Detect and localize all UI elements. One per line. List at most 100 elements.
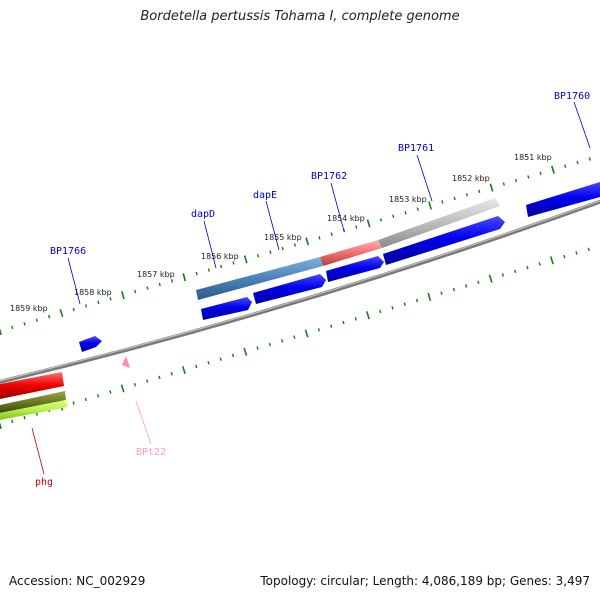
scale-tick <box>427 292 432 302</box>
scale-tick <box>231 353 235 358</box>
scale-tick <box>514 178 518 183</box>
genome-summary-label: Topology: circular; Length: 4,086,189 bp… <box>260 574 590 588</box>
scale-tick <box>527 175 530 179</box>
scale-tick <box>146 286 149 290</box>
scale-tick <box>488 274 493 283</box>
scale-tick <box>576 160 579 165</box>
scale-tick <box>11 419 14 424</box>
scale-tick <box>281 246 284 251</box>
scale-tick <box>550 256 554 265</box>
scale-tick <box>501 273 505 277</box>
scale-tick <box>587 247 590 252</box>
scale-tick <box>84 304 88 308</box>
cds-arrow-4 <box>383 216 505 265</box>
scale-tick <box>366 219 371 228</box>
scale-tick <box>97 300 100 305</box>
scale-tick <box>452 287 455 292</box>
scale-tick <box>35 318 38 322</box>
gene-labels: BP1766 dapD dapE BP1762 BP1761 BP1760 BP… <box>31 91 591 488</box>
scale-tick <box>330 324 333 328</box>
scale-tick <box>48 314 51 319</box>
feature-olive <box>0 391 66 413</box>
scale-tick <box>220 264 223 269</box>
scale-tick <box>379 309 382 314</box>
scale-tick <box>464 284 468 288</box>
scale-tick <box>465 193 469 197</box>
cds-arrow-1 <box>201 297 252 320</box>
feature-dap-orf <box>196 257 323 300</box>
scale-tick <box>146 379 149 383</box>
scale-tick <box>293 243 297 247</box>
scale-tick <box>428 201 432 210</box>
scale-tick <box>354 317 357 321</box>
scale-tick <box>170 279 174 283</box>
scale-label: 1859 kbp <box>10 304 48 313</box>
scale-tick <box>317 328 321 332</box>
gene-label-bp1766[interactable]: BP1766 <box>50 246 86 257</box>
scale-tick <box>404 211 407 215</box>
scale-tick <box>440 291 443 295</box>
scale-tick <box>293 335 296 339</box>
scale-tick <box>526 265 529 270</box>
scale-tick <box>538 262 541 266</box>
scale-tick <box>304 329 309 338</box>
scale-tick <box>477 280 480 285</box>
gene-label-phg[interactable]: phg <box>35 477 53 488</box>
scale-tick <box>158 375 161 380</box>
inner-scale-ticks <box>0 247 590 430</box>
scale-tick <box>23 322 26 326</box>
scale-tick <box>256 346 259 350</box>
gene-label-bp1761[interactable]: BP1761 <box>398 143 434 154</box>
scale-label: 1858 kbp <box>74 288 112 297</box>
scale-label: 1855 kbp <box>264 233 302 242</box>
scale-tick <box>121 291 125 300</box>
scale-tick <box>355 225 358 229</box>
gene-label-bp1760[interactable]: BP1760 <box>554 91 590 102</box>
scale-tick <box>23 415 26 420</box>
scale-tick <box>391 306 394 310</box>
scale-tick <box>72 401 75 405</box>
scale-tick <box>195 364 198 369</box>
gene-label-bp1762[interactable]: BP1762 <box>311 171 347 182</box>
scale-tick <box>120 384 125 393</box>
scale-tick <box>441 200 444 204</box>
scale-tick <box>243 347 248 356</box>
scale-tick <box>305 237 310 246</box>
scale-tick <box>109 390 112 394</box>
scale-tick <box>588 157 591 161</box>
cds-arrow-2 <box>253 274 326 304</box>
scale-tick <box>195 271 198 276</box>
scale-tick <box>416 207 419 211</box>
scale-tick <box>207 361 210 365</box>
rna-bpt22-marker <box>122 356 130 368</box>
scale-labels: 1859 kbp 1858 kbp 1857 kbp 1856 kbp 1855… <box>10 153 552 313</box>
scale-tick <box>243 255 248 264</box>
scale-tick <box>330 232 333 236</box>
scale-tick <box>478 189 481 193</box>
outer-scale-ticks <box>0 157 591 336</box>
scale-label: 1851 kbp <box>514 153 552 162</box>
gene-label-dape[interactable]: dapE <box>253 190 277 201</box>
scale-tick <box>379 218 383 222</box>
scale-label: 1853 kbp <box>389 195 427 204</box>
feature-cds-right <box>526 182 600 217</box>
gene-label-dapd[interactable]: dapD <box>191 209 215 220</box>
scale-tick <box>182 366 186 375</box>
scale-tick <box>232 261 235 265</box>
scale-tick <box>84 397 87 402</box>
scale-tick <box>133 383 137 387</box>
scale-tick <box>318 236 321 240</box>
scale-tick <box>0 422 2 430</box>
scale-tick <box>0 328 2 336</box>
cds-arrow-3 <box>326 256 384 282</box>
scale-tick <box>489 183 494 192</box>
scale-tick <box>575 251 578 255</box>
scale-tick <box>453 196 456 201</box>
scale-label: 1852 kbp <box>452 174 490 183</box>
feature-lime <box>0 400 68 420</box>
gene-label-bpt22[interactable]: BPt22 <box>136 447 166 458</box>
map-title: Bordetella pertussis Tohama I, complete … <box>140 9 460 24</box>
scale-tick <box>109 297 112 301</box>
scale-tick <box>366 311 370 320</box>
